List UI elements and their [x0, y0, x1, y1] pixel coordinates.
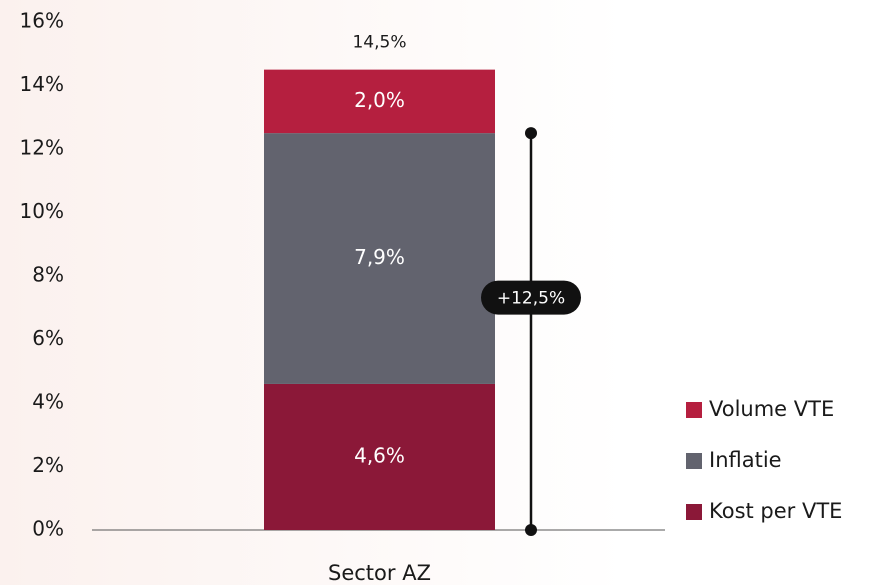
bar-segment: [264, 69, 495, 134]
bracket-end: [525, 524, 537, 536]
y-tick-label: 10%: [20, 199, 64, 223]
data-label: 7,9%: [354, 245, 405, 269]
legend-label: Inflatie: [709, 448, 782, 472]
total-label: 14,5%: [352, 33, 406, 53]
x-tick-label: Sector AZ: [328, 561, 431, 585]
bracket-pill: [481, 280, 581, 315]
legend-label: Kost per VTE: [709, 499, 842, 523]
y-tick-label: 12%: [20, 136, 64, 160]
bar-segment: [264, 133, 495, 384]
legend-label: Volume VTE: [709, 397, 834, 421]
bar-segment: [264, 383, 495, 530]
legend-swatch: [686, 504, 702, 520]
y-tick-label: 2%: [32, 453, 64, 477]
data-label: 2,0%: [354, 88, 405, 112]
bracket-end: [525, 127, 537, 140]
y-tick-label: 8%: [32, 263, 64, 287]
y-tick-label: 6%: [32, 326, 64, 350]
legend-swatch: [686, 453, 702, 469]
y-tick-label: 4%: [32, 390, 64, 414]
y-tick-label: 0%: [32, 517, 64, 541]
y-tick-label: 16%: [20, 9, 64, 33]
data-label: 4,6%: [354, 443, 405, 467]
bracket-label: +12,5%: [497, 289, 565, 309]
y-tick-label: 14%: [20, 72, 64, 96]
legend-swatch: [686, 402, 702, 418]
